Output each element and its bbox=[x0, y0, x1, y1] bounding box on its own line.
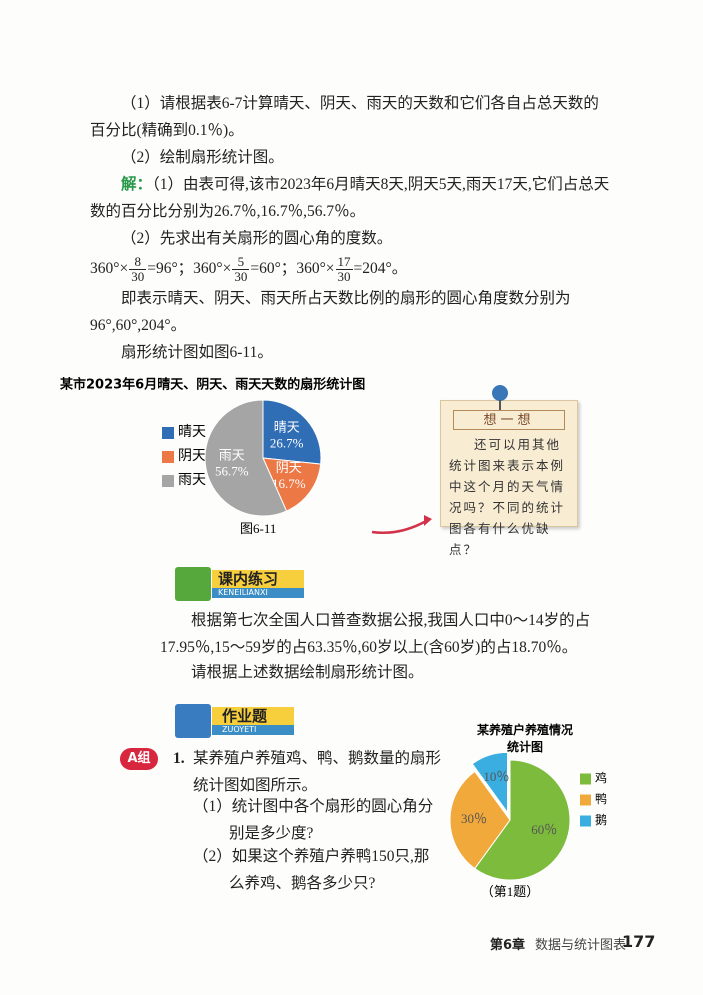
data-label: 30％ bbox=[461, 811, 487, 826]
exercise-text: 根据第七次全国人口普查数据公报,我国人口中0～14岁的占17.95％,15～59… bbox=[160, 612, 591, 656]
solution-text: （1）由表可得,该市2023年6月晴天8天,阴天5天,雨天17天,它们占总天数的… bbox=[90, 176, 610, 220]
homework-subtitle: ZUOYETI bbox=[212, 725, 294, 735]
numerator: 8 bbox=[129, 254, 147, 270]
denominator: 30 bbox=[131, 268, 145, 284]
data-label: 26.7% bbox=[270, 436, 304, 451]
data-label: 16.7% bbox=[272, 476, 306, 491]
pie-slice bbox=[262, 457, 322, 512]
pie-slice bbox=[262, 399, 322, 465]
legend-label: 雨天 bbox=[178, 473, 206, 488]
arrow-head bbox=[424, 515, 432, 526]
think-title: 想一想 bbox=[453, 410, 565, 430]
formula: 360°× 8 30 =96°；360°× 5 30 =60°；360°× 17 30 =204°… bbox=[90, 253, 612, 285]
solution-label: 解： bbox=[121, 175, 153, 193]
figure-title: 某养殖户养殖情况统计图 bbox=[477, 722, 573, 754]
homework-sub2: （2）如果这个养殖户养鸭150只,那么养鸡、鹅各多少只? bbox=[193, 848, 430, 892]
exercise-icon bbox=[175, 567, 211, 601]
pie-slice bbox=[449, 770, 511, 870]
legend-swatch bbox=[580, 773, 591, 785]
footer-chapter: 第6章 bbox=[490, 938, 526, 953]
legend-label: 鸭 bbox=[595, 792, 607, 806]
solution-2: （2）先求出有关扇形的圆心角的度数。 bbox=[121, 230, 393, 247]
denominator: 30 bbox=[234, 268, 248, 284]
fraction: 8 30 bbox=[129, 254, 147, 284]
legend-swatch bbox=[162, 451, 174, 463]
figure-caption: （第1题） bbox=[481, 884, 540, 899]
legend-swatch bbox=[162, 427, 174, 439]
homework-banner: 作业题 ZUOYETI bbox=[212, 707, 294, 735]
fraction: 5 30 bbox=[232, 254, 250, 284]
legend-swatch bbox=[580, 815, 591, 827]
think-text: 还可以用其他统计图来表示本例中这个月的天气情况吗？不同的统计图各有什么优缺点？ bbox=[449, 438, 566, 557]
legend-swatch bbox=[580, 794, 591, 806]
data-label: 60％ bbox=[531, 822, 557, 837]
think-box: 想一想 还可以用其他统计图来表示本例中这个月的天气情况吗？不同的统计图各有什么优… bbox=[440, 400, 578, 557]
homework-icon bbox=[175, 704, 211, 738]
question-2: （2）绘制扇形统计图。 bbox=[121, 149, 284, 166]
slice-category: 晴天 bbox=[274, 420, 300, 435]
footer-title: 数据与统计图表 bbox=[535, 938, 627, 953]
pie-slice bbox=[471, 751, 509, 814]
legend-label: 晴天 bbox=[178, 424, 206, 440]
denominator: 30 bbox=[337, 268, 351, 284]
numerator: 5 bbox=[232, 254, 250, 270]
figure-caption: 图6-11 bbox=[240, 521, 276, 536]
formula-result: =96°； bbox=[147, 260, 194, 277]
exercise-task: 请根据上述数据绘制扇形统计图。 bbox=[191, 664, 424, 681]
legend-swatch bbox=[162, 475, 174, 487]
figure-title: 某市2023年6月晴天、阴天、雨天天数的扇形统计图 bbox=[59, 377, 365, 393]
legend-label: 鹅 bbox=[595, 813, 607, 827]
exercise-subtitle: KENEILIANXI bbox=[212, 588, 304, 598]
arrow bbox=[371, 518, 429, 534]
footer-page: 177 bbox=[622, 932, 656, 951]
slice-category: 阴天 bbox=[276, 460, 302, 475]
slice-category: 雨天 bbox=[219, 448, 245, 463]
data-label: 56.7% bbox=[215, 464, 249, 479]
pin bbox=[492, 385, 508, 401]
data-label: 10％ bbox=[483, 769, 509, 784]
homework-text: 某养殖户养殖鸡、鸭、鹅数量的扇形统计图如图所示。 bbox=[193, 750, 442, 794]
solution-4: 扇形统计图如图6-11。 bbox=[121, 344, 273, 361]
homework-sub1: （1）统计图中各个扇形的圆心角分别是多少度? bbox=[193, 798, 434, 842]
formula-prefix: 360°× bbox=[193, 260, 232, 277]
formula-result: =60°； bbox=[250, 260, 297, 277]
pie-slice bbox=[204, 399, 288, 517]
formula-result: =204°。 bbox=[353, 260, 408, 277]
legend-label: 阴天 bbox=[178, 448, 206, 464]
pie-slice bbox=[474, 759, 571, 881]
question-number: 1. bbox=[173, 750, 185, 767]
homework-title: 作业题 bbox=[222, 707, 268, 725]
group-badge: A组 bbox=[120, 748, 158, 770]
exercise-banner: 课内练习 KENEILIANXI bbox=[212, 570, 304, 598]
formula-prefix: 360°× bbox=[90, 260, 129, 277]
exercise-title: 课内练习 bbox=[218, 570, 279, 588]
formula-prefix: 360°× bbox=[296, 260, 335, 277]
legend-label: 鸡 bbox=[595, 770, 607, 785]
question-1: （1）请根据表6-7计算晴天、阴天、雨天的天数和它们各自占总天数的百分比(精确到… bbox=[90, 95, 599, 139]
numerator: 17 bbox=[335, 253, 353, 270]
fraction: 17 30 bbox=[335, 253, 353, 284]
solution-1: 解：（1）由表可得,该市2023年6月晴天8天,阴天5天,雨天17天,它们占总天… bbox=[90, 171, 612, 225]
solution-3: 即表示晴天、阴天、雨天所占天数比例的扇形的圆心角度数分别为96°,60°,204… bbox=[90, 290, 571, 334]
